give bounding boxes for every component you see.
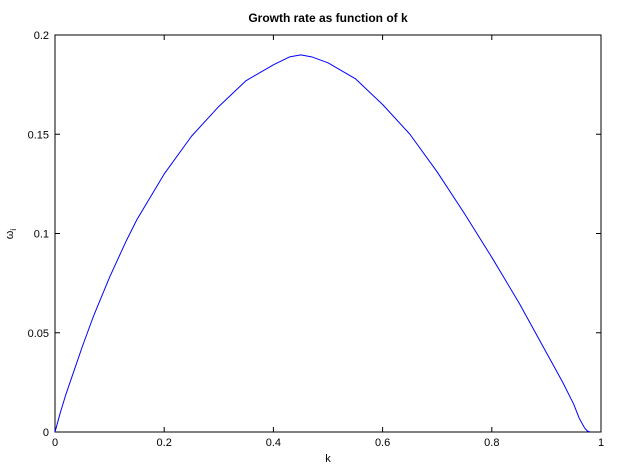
- chart-title: Growth rate as function of k: [248, 11, 408, 25]
- y-axis-label-subscript: i: [9, 229, 18, 231]
- x-axis-label: k: [325, 453, 331, 465]
- x-tick-label: 0.8: [484, 437, 499, 449]
- y-tick-label: 0.1: [34, 229, 49, 241]
- x-tick-label: 0: [52, 437, 58, 449]
- plot-area: [54, 34, 602, 433]
- series-layer: [54, 54, 591, 433]
- axis-ticks: [54, 34, 602, 433]
- y-tick-label: 0.2: [34, 30, 49, 42]
- y-tick-label: 0: [43, 427, 49, 439]
- growth-rate-line: [54, 54, 591, 433]
- y-tick-label: 0.05: [28, 328, 49, 340]
- x-tick-label: 0.6: [375, 437, 390, 449]
- x-tick-label: 0.4: [266, 437, 281, 449]
- x-tick-label: 1: [598, 437, 604, 449]
- y-tick-label: 0.15: [28, 129, 49, 141]
- y-axis-label: ωi: [4, 229, 18, 240]
- y-tick-labels: 0 0.05 0.1 0.15 0.2: [28, 30, 49, 439]
- y-axis-label-symbol: ω: [4, 230, 16, 239]
- x-tick-labels: 0 0.2 0.4 0.6 0.8 1: [52, 437, 604, 449]
- x-tick-label: 0.2: [157, 437, 172, 449]
